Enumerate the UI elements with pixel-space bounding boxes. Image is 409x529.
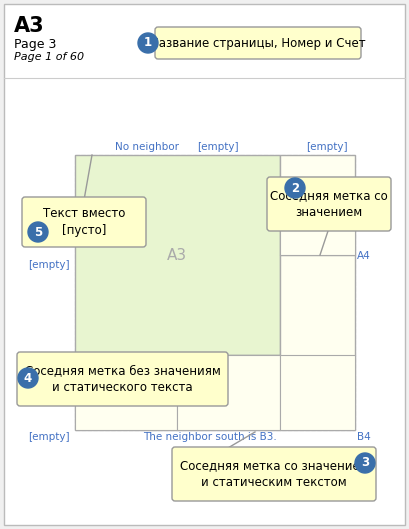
Text: [empty]: [empty] (28, 432, 70, 442)
Text: Название страницы, Номер и Счет: Название страницы, Номер и Счет (150, 37, 366, 50)
Text: Page 1 of 60: Page 1 of 60 (14, 52, 84, 62)
Bar (280, 355, 355, 430)
Bar (280, 205, 355, 255)
Text: No neighbor: No neighbor (115, 142, 179, 152)
Text: B4: B4 (357, 432, 371, 442)
Bar (75, 355, 177, 430)
Bar (177, 355, 280, 430)
Text: A4: A4 (357, 251, 371, 261)
Text: The neighbor south is B3.: The neighbor south is B3. (143, 432, 277, 442)
Circle shape (355, 453, 375, 473)
Text: A3: A3 (167, 248, 187, 262)
Bar (280, 155, 355, 255)
Text: Page 3: Page 3 (14, 38, 56, 51)
Text: [empty]: [empty] (197, 142, 239, 152)
Circle shape (18, 368, 38, 388)
FancyBboxPatch shape (155, 27, 361, 59)
FancyBboxPatch shape (4, 4, 405, 525)
Text: [empty]: [empty] (28, 358, 70, 368)
Circle shape (138, 33, 158, 53)
Bar (280, 255, 355, 430)
Text: Соседняя метка без значениям
и статического текста: Соседняя метка без значениям и статическ… (25, 364, 220, 394)
Bar (75, 355, 280, 430)
Text: 1: 1 (144, 37, 152, 50)
Text: A3: A3 (14, 16, 45, 36)
Text: Соседняя метка со значением
и статическим текстом: Соседняя метка со значением и статически… (180, 459, 369, 489)
FancyBboxPatch shape (22, 197, 146, 247)
FancyBboxPatch shape (17, 352, 228, 406)
Bar (75, 155, 355, 430)
Text: [empty]: [empty] (306, 142, 348, 152)
Text: Текст вместо
[пусто]: Текст вместо [пусто] (43, 207, 125, 237)
Circle shape (28, 222, 48, 242)
Circle shape (285, 178, 305, 198)
Text: 2: 2 (291, 181, 299, 195)
Text: Соседняя метка со
значением: Соседняя метка со значением (270, 189, 388, 219)
Text: 3: 3 (361, 457, 369, 470)
Text: [empty]: [empty] (28, 260, 70, 270)
Bar (75, 155, 280, 355)
FancyBboxPatch shape (172, 447, 376, 501)
Text: 5: 5 (34, 225, 42, 239)
Text: 4: 4 (24, 371, 32, 385)
FancyBboxPatch shape (267, 177, 391, 231)
